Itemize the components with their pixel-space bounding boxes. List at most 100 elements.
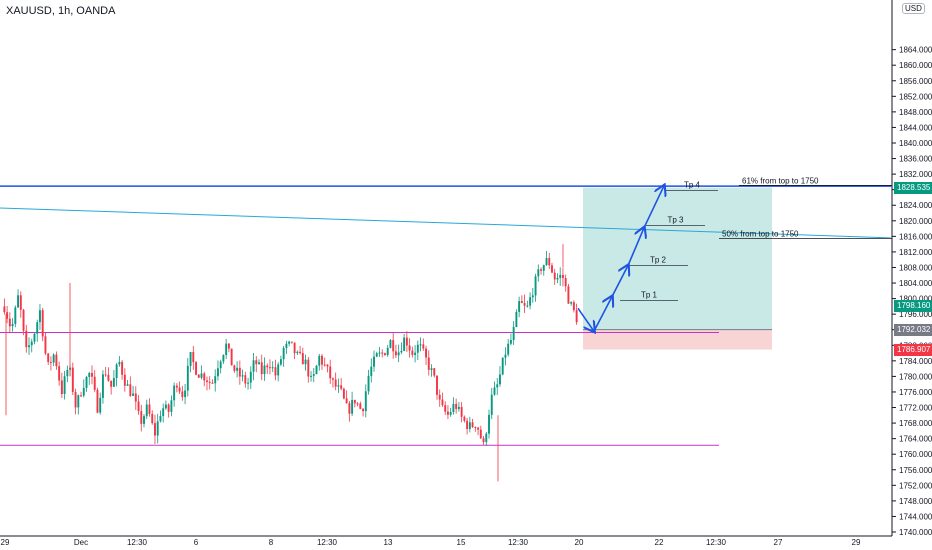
candle-body [444, 405, 447, 412]
candle-body [74, 391, 77, 408]
price-label: 1786.907 [894, 343, 932, 356]
candle-body [389, 340, 392, 348]
candle [175, 383, 178, 393]
candle [561, 267, 564, 287]
candle-body [36, 322, 39, 334]
target-label: Tp 1 [641, 291, 658, 300]
candle-body [101, 374, 104, 398]
candle-body [195, 362, 197, 375]
candle [397, 344, 400, 363]
candle-body [30, 341, 33, 346]
candle-body [63, 376, 66, 395]
candle [356, 402, 359, 407]
candle-body [548, 258, 551, 266]
candle-body [285, 343, 288, 348]
candle-body [266, 365, 269, 368]
candle [452, 397, 455, 415]
annotation-text: 50% from top to 1750 [722, 229, 799, 238]
candle-body [200, 373, 203, 378]
candle [449, 407, 452, 417]
candle [359, 401, 362, 410]
x-tick-label: 12:30 [706, 538, 727, 547]
candle [52, 353, 55, 367]
y-tick-label: 1856.000 [899, 77, 932, 86]
candle-body [381, 352, 384, 354]
candle [74, 388, 77, 415]
candle [247, 377, 250, 390]
candle [60, 372, 63, 398]
candle [197, 373, 200, 378]
candle [211, 379, 214, 384]
candle-body [11, 324, 14, 327]
candle-body [471, 422, 474, 427]
projection-arrow [611, 266, 628, 298]
candle-body [375, 353, 378, 357]
candle [154, 414, 156, 445]
candle-body [33, 333, 36, 342]
y-tick-label: 1852.000 [899, 92, 932, 101]
candle [279, 355, 282, 367]
candle-body [531, 295, 534, 298]
candle-body [52, 354, 55, 363]
target-label: Tp 2 [650, 256, 667, 265]
candle [321, 353, 323, 370]
candle [225, 338, 228, 360]
candle-body [159, 415, 162, 422]
candle-body [17, 295, 20, 308]
candle [71, 362, 74, 395]
candle [110, 380, 113, 395]
candle [19, 291, 22, 318]
candle [238, 360, 241, 385]
candle-body [551, 265, 553, 273]
candle-body [225, 343, 228, 356]
candle [323, 357, 326, 367]
candle [488, 409, 490, 439]
candle-body [216, 368, 219, 377]
candle-body [353, 399, 356, 404]
candle-body [446, 411, 449, 415]
candle-body [433, 368, 436, 376]
candle [293, 342, 296, 360]
x-tick-label: 29 [1, 538, 10, 547]
candle [296, 350, 299, 355]
candle-body [318, 355, 321, 366]
candle [509, 333, 512, 346]
candle-body [370, 366, 373, 376]
candle-body [493, 387, 496, 395]
candle [252, 353, 255, 381]
candle-body [307, 359, 310, 377]
x-tick-label: 12:30 [508, 538, 529, 547]
candle-body [8, 318, 11, 327]
candle-body [44, 336, 47, 354]
candle [140, 404, 143, 432]
candle [132, 385, 135, 397]
candle [258, 359, 260, 365]
candle [249, 366, 252, 389]
currency-button[interactable]: USD [902, 3, 925, 14]
candle [504, 347, 507, 366]
candle-body [252, 360, 255, 372]
candle-body [457, 406, 460, 409]
candle [551, 262, 553, 274]
candle [422, 338, 425, 352]
candle-body [211, 382, 214, 384]
candle-body [534, 276, 537, 296]
candle [529, 292, 532, 310]
candle [269, 359, 271, 375]
candle-body [499, 374, 501, 385]
candle-body [359, 403, 362, 409]
y-tick-label: 1832.000 [899, 170, 932, 179]
candle [367, 369, 370, 395]
candle-body [312, 374, 315, 376]
candle-body [397, 352, 400, 356]
candle [25, 324, 28, 353]
candle [41, 307, 44, 342]
candle-body [567, 286, 570, 304]
candle-body [164, 404, 167, 409]
x-tick-label: 13 [384, 538, 393, 547]
candle [121, 360, 124, 380]
candle [389, 339, 392, 349]
candle-body [66, 369, 69, 377]
candle-body [91, 372, 93, 377]
